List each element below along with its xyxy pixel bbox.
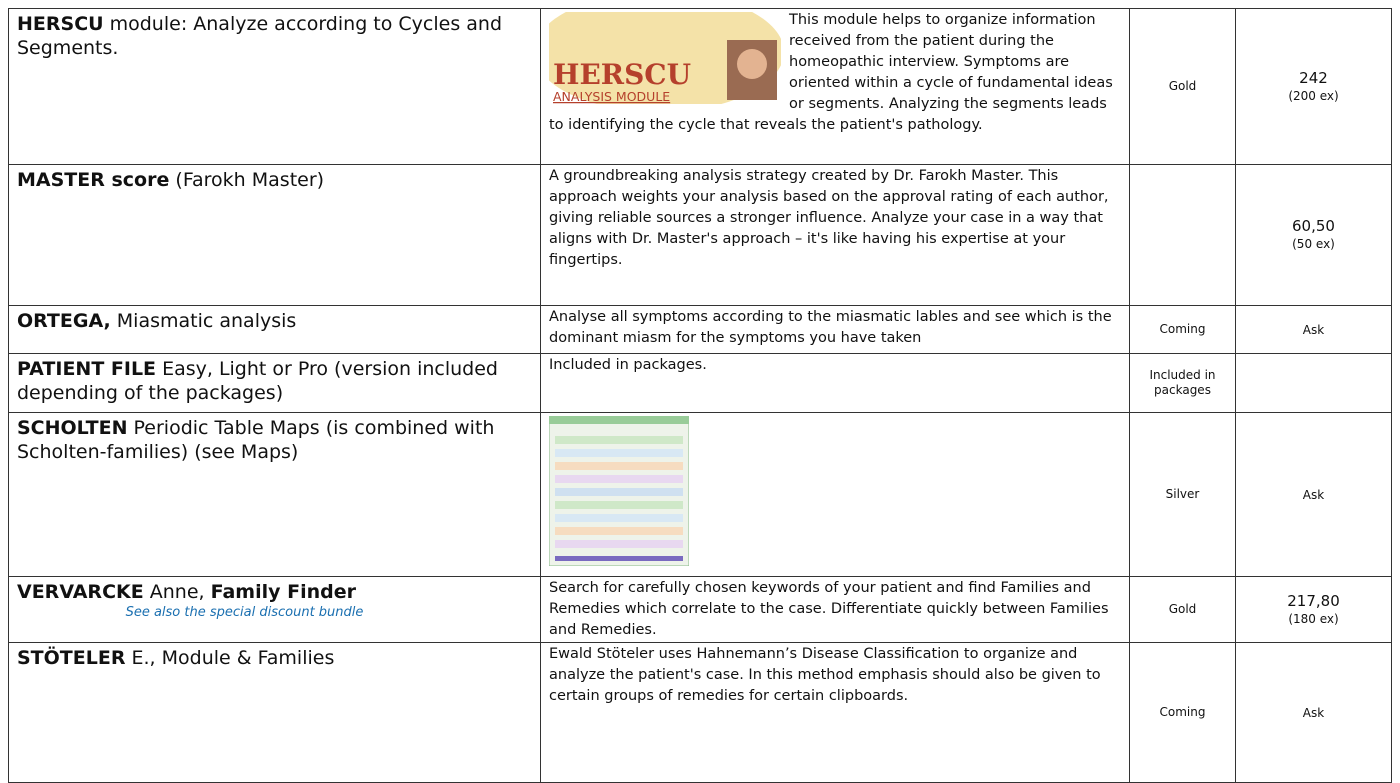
name-part: HERSCU (17, 13, 104, 35)
price: 60,50 (1292, 217, 1335, 235)
name-part: STÖTELER (17, 647, 126, 669)
price-cell (1235, 353, 1392, 413)
table-row: PATIENT FILE Easy, Light or Pro (version… (8, 353, 1392, 413)
shot-row (555, 462, 683, 470)
level: Gold (1168, 79, 1197, 93)
name-cell: PATIENT FILE Easy, Light or Pro (version… (8, 353, 541, 413)
price-cell: 217,80 (180 ex) (1235, 576, 1392, 643)
name-part: SCHOLTEN (17, 417, 128, 439)
level-cell: Included in packages (1129, 353, 1236, 413)
price-cell: Ask (1235, 305, 1392, 354)
shot-row (555, 488, 683, 496)
description: This module helps to organize informatio… (549, 12, 1113, 133)
shot-legend (555, 556, 683, 561)
level: Gold (1168, 602, 1197, 616)
name-part: Family Finder (210, 581, 356, 603)
shot-bar (549, 416, 689, 424)
name-part: VERVARCKE (17, 581, 144, 603)
level-cell: Coming (1129, 305, 1236, 354)
description: Included in packages. (549, 357, 707, 373)
price-cell: 60,50 (50 ex) (1235, 164, 1392, 306)
table-row: ORTEGA, Miasmatic analysis Analyse all sy… (8, 305, 1392, 354)
price-cell: Ask (1235, 642, 1392, 783)
description-cell: HERSCU ANALYSIS MODULE This module helps t… (540, 8, 1130, 165)
name-part: Anne, (143, 581, 211, 603)
level-cell (1129, 164, 1236, 306)
price: Ask (1302, 323, 1325, 337)
price-cell: Ask (1235, 412, 1392, 577)
price: Ask (1302, 706, 1325, 720)
level-cell: Silver (1129, 412, 1236, 577)
level: Included in packages (1149, 368, 1216, 397)
level: Silver (1165, 487, 1200, 501)
description-cell: Ewald Stöteler uses Hahnemann’s Disease … (540, 642, 1130, 783)
name-part: PATIENT FILE (17, 358, 157, 380)
table-row: STÖTELER E., Module & Families Ewald Stöt… (8, 642, 1392, 783)
description-cell: Search for carefully chosen keywords of … (540, 576, 1130, 643)
logo-bg (549, 12, 781, 104)
description-cell: A groundbreaking analysis strategy creat… (540, 164, 1130, 306)
description-cell (540, 412, 1130, 577)
name-part: E., Module & Families (125, 647, 335, 669)
name-part: Periodic Table Maps (is combined with Sc… (17, 417, 495, 463)
table-row: VERVARCKE Anne, Family Finder See also th… (8, 576, 1392, 643)
page: HERSCU module: Analyze according to Cycl… (8, 8, 1392, 783)
name-part: Easy, Light or Pro (version included dep… (17, 358, 498, 404)
logo-title: HERSCU (553, 58, 691, 91)
description: A groundbreaking analysis strategy creat… (549, 168, 1109, 268)
name-cell: STÖTELER E., Module & Families (8, 642, 541, 783)
name-part: MASTER score (17, 169, 170, 191)
name-cell: ORTEGA, Miasmatic analysis (8, 305, 541, 354)
shot-row (555, 514, 683, 522)
level-cell: Gold (1129, 8, 1236, 165)
name-part: module: Analyze according to Cycles and … (17, 13, 503, 59)
shot-row (555, 501, 683, 509)
description: Search for carefully chosen keywords of … (549, 580, 1109, 638)
description: Analyse all symptoms according to the mi… (549, 309, 1112, 346)
name-cell: VERVARCKE Anne, Family Finder See also th… (8, 576, 541, 643)
name-part: ORTEGA, (17, 310, 111, 332)
level-cell: Gold (1129, 576, 1236, 643)
shot-row (555, 436, 683, 444)
maps-screenshot (548, 415, 690, 567)
price: Ask (1302, 488, 1325, 502)
name-part: Miasmatic analysis (110, 310, 297, 332)
level-cell: Coming (1129, 642, 1236, 783)
shot-row (555, 527, 683, 535)
level: Coming (1159, 705, 1206, 719)
table-row: HERSCU module: Analyze according to Cycl… (8, 8, 1392, 165)
description-cell: Analyse all symptoms according to the mi… (540, 305, 1130, 354)
logo-subtitle: ANALYSIS MODULE (553, 89, 670, 104)
table-row: SCHOLTEN Periodic Table Maps (is combine… (8, 412, 1392, 577)
logo-face (737, 49, 767, 79)
description: Ewald Stöteler uses Hahnemann’s Disease … (549, 646, 1101, 704)
table-row: MASTER score (Farokh Master) A groundbrea… (8, 164, 1392, 306)
price: 217,80 (1287, 591, 1340, 610)
name-part: (Farokh Master) (169, 169, 325, 191)
shot-row (555, 475, 683, 483)
description-cell: Included in packages. (540, 353, 1130, 413)
name-cell: MASTER score (Farokh Master) (8, 164, 541, 306)
level: Coming (1159, 322, 1206, 336)
shot-row (555, 540, 683, 548)
price: 242 (1299, 68, 1328, 87)
shot-row (555, 449, 683, 457)
name-cell: HERSCU module: Analyze according to Cycl… (8, 8, 541, 165)
module-table: HERSCU module: Analyze according to Cycl… (8, 8, 1392, 783)
price-note: (200 ex) (1288, 88, 1339, 103)
price-note: (50 ex) (1292, 237, 1335, 251)
discount-link[interactable]: See also the special discount bundle (125, 605, 364, 620)
price-cell: 242 (200 ex) (1235, 8, 1392, 165)
name-cell: SCHOLTEN Periodic Table Maps (is combine… (8, 412, 541, 577)
price-note: (180 ex) (1288, 611, 1339, 626)
